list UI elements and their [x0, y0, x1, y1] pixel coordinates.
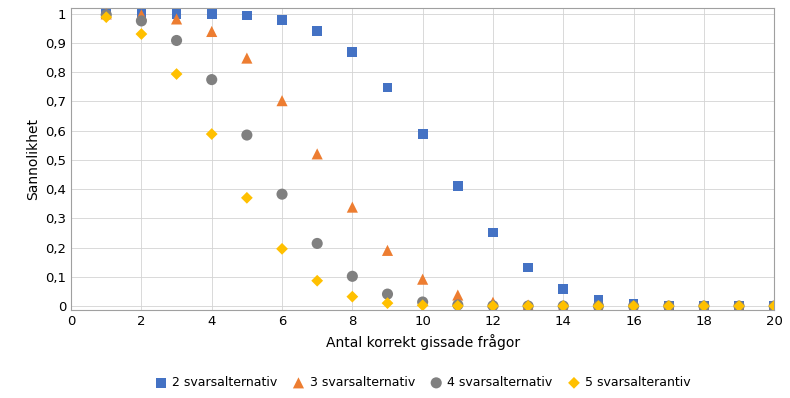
3 svarsalternativ — [416, 276, 429, 283]
3 svarsalternativ — [135, 12, 148, 18]
2 svarsalternativ — [662, 302, 675, 309]
5 svarsalterantiv — [768, 303, 781, 309]
2 svarsalternativ — [381, 84, 393, 91]
5 svarsalterantiv — [381, 300, 393, 306]
Y-axis label: Sannolikhet: Sannolikhet — [26, 118, 40, 200]
4 svarsalternativ — [135, 18, 148, 24]
2 svarsalternativ — [557, 286, 570, 293]
4 svarsalternativ — [592, 303, 605, 309]
5 svarsalterantiv — [346, 293, 359, 300]
4 svarsalternativ — [416, 299, 429, 305]
3 svarsalternativ — [627, 303, 640, 309]
4 svarsalternativ — [346, 273, 359, 279]
3 svarsalternativ — [205, 28, 218, 35]
5 svarsalterantiv — [310, 277, 323, 284]
4 svarsalternativ — [698, 303, 710, 309]
5 svarsalterantiv — [662, 303, 675, 309]
3 svarsalternativ — [768, 303, 781, 309]
2 svarsalternativ — [451, 183, 464, 189]
3 svarsalternativ — [170, 16, 182, 22]
5 svarsalterantiv — [487, 303, 499, 309]
3 svarsalternativ — [557, 302, 570, 309]
2 svarsalternativ — [240, 12, 253, 19]
5 svarsalterantiv — [135, 31, 148, 37]
X-axis label: Antal korrekt gissade frågor: Antal korrekt gissade frågor — [325, 334, 520, 350]
2 svarsalternativ — [310, 27, 323, 34]
2 svarsalternativ — [416, 131, 429, 137]
4 svarsalternativ — [487, 302, 499, 309]
5 svarsalterantiv — [733, 303, 746, 309]
5 svarsalterantiv — [240, 195, 253, 201]
4 svarsalternativ — [276, 191, 288, 197]
4 svarsalternativ — [310, 240, 323, 247]
4 svarsalternativ — [557, 303, 570, 309]
3 svarsalternativ — [240, 55, 253, 61]
4 svarsalternativ — [170, 37, 182, 44]
2 svarsalternativ — [135, 11, 148, 17]
2 svarsalternativ — [698, 303, 710, 309]
5 svarsalterantiv — [557, 303, 570, 309]
3 svarsalternativ — [487, 299, 499, 305]
5 svarsalterantiv — [521, 303, 534, 309]
5 svarsalterantiv — [205, 131, 218, 137]
5 svarsalterantiv — [416, 302, 429, 308]
5 svarsalterantiv — [276, 246, 288, 252]
2 svarsalternativ — [205, 11, 218, 18]
5 svarsalterantiv — [100, 14, 113, 20]
3 svarsalternativ — [381, 247, 393, 254]
3 svarsalternativ — [346, 204, 359, 210]
3 svarsalternativ — [451, 292, 464, 298]
2 svarsalternativ — [733, 303, 746, 309]
3 svarsalternativ — [698, 303, 710, 309]
2 svarsalternativ — [768, 303, 781, 309]
2 svarsalternativ — [276, 17, 288, 23]
5 svarsalterantiv — [170, 71, 182, 77]
4 svarsalternativ — [240, 132, 253, 138]
3 svarsalternativ — [521, 302, 534, 308]
3 svarsalternativ — [276, 98, 288, 104]
2 svarsalternativ — [592, 297, 605, 303]
3 svarsalternativ — [310, 151, 323, 157]
4 svarsalternativ — [451, 302, 464, 308]
2 svarsalternativ — [100, 11, 113, 17]
4 svarsalternativ — [521, 303, 534, 309]
5 svarsalterantiv — [451, 303, 464, 309]
3 svarsalternativ — [733, 303, 746, 309]
4 svarsalternativ — [205, 76, 218, 83]
3 svarsalternativ — [592, 303, 605, 309]
Legend: 2 svarsalternativ, 3 svarsalternativ, 4 svarsalternativ, 5 svarsalterantiv: 2 svarsalternativ, 3 svarsalternativ, 4 … — [149, 371, 696, 394]
4 svarsalternativ — [733, 303, 746, 309]
2 svarsalternativ — [627, 301, 640, 308]
3 svarsalternativ — [662, 303, 675, 309]
2 svarsalternativ — [346, 49, 359, 55]
3 svarsalternativ — [100, 11, 113, 17]
5 svarsalterantiv — [592, 303, 605, 309]
4 svarsalternativ — [662, 303, 675, 309]
2 svarsalternativ — [487, 229, 499, 236]
4 svarsalternativ — [100, 12, 113, 18]
5 svarsalterantiv — [627, 303, 640, 309]
5 svarsalterantiv — [698, 303, 710, 309]
2 svarsalternativ — [521, 264, 534, 271]
4 svarsalternativ — [627, 303, 640, 309]
4 svarsalternativ — [381, 291, 393, 297]
4 svarsalternativ — [768, 303, 781, 309]
2 svarsalternativ — [170, 11, 182, 17]
